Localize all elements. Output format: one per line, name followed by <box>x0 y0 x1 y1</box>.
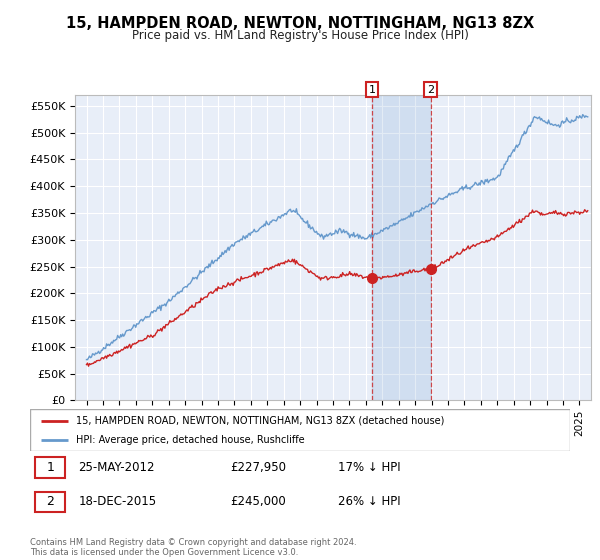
Text: 1: 1 <box>368 85 376 95</box>
FancyBboxPatch shape <box>35 492 65 512</box>
FancyBboxPatch shape <box>30 409 570 451</box>
Text: HPI: Average price, detached house, Rushcliffe: HPI: Average price, detached house, Rush… <box>76 435 305 445</box>
Text: £227,950: £227,950 <box>230 461 286 474</box>
Text: 2: 2 <box>46 496 54 508</box>
Text: Contains HM Land Registry data © Crown copyright and database right 2024.
This d: Contains HM Land Registry data © Crown c… <box>30 538 356 557</box>
Text: 2: 2 <box>427 85 434 95</box>
Text: 15, HAMPDEN ROAD, NEWTON, NOTTINGHAM, NG13 8ZX: 15, HAMPDEN ROAD, NEWTON, NOTTINGHAM, NG… <box>66 16 534 31</box>
Text: £245,000: £245,000 <box>230 496 286 508</box>
Text: 1: 1 <box>46 461 54 474</box>
Text: 17% ↓ HPI: 17% ↓ HPI <box>338 461 400 474</box>
FancyBboxPatch shape <box>35 458 65 478</box>
Text: 25-MAY-2012: 25-MAY-2012 <box>79 461 155 474</box>
Text: Price paid vs. HM Land Registry's House Price Index (HPI): Price paid vs. HM Land Registry's House … <box>131 29 469 42</box>
Text: 26% ↓ HPI: 26% ↓ HPI <box>338 496 400 508</box>
Text: 15, HAMPDEN ROAD, NEWTON, NOTTINGHAM, NG13 8ZX (detached house): 15, HAMPDEN ROAD, NEWTON, NOTTINGHAM, NG… <box>76 416 444 426</box>
Bar <box>372 95 431 400</box>
Text: 18-DEC-2015: 18-DEC-2015 <box>79 496 157 508</box>
